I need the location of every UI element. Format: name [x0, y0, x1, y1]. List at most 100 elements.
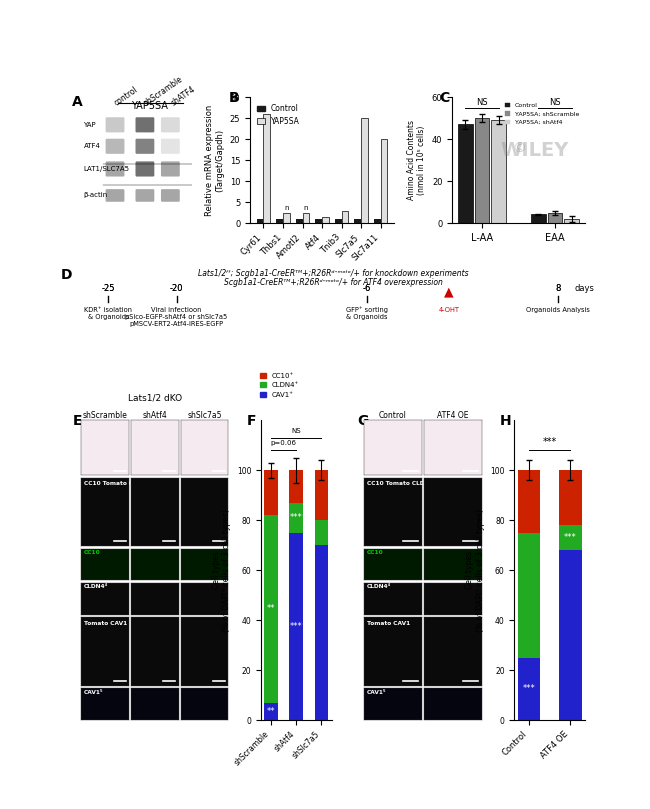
Bar	[559, 470, 582, 525]
Text: Organoids Analysis: Organoids Analysis	[526, 307, 590, 312]
Text: -25: -25	[102, 284, 115, 293]
Text: CLDN4⁴: CLDN4⁴	[84, 584, 108, 590]
Title: shScramble: shScramble	[83, 411, 127, 420]
Text: ***: ***	[523, 684, 536, 693]
Title: shAtf4: shAtf4	[142, 411, 167, 420]
Text: **: **	[267, 707, 276, 716]
Text: -20: -20	[170, 284, 183, 293]
Bar	[564, 219, 579, 223]
Bar	[289, 470, 303, 503]
Text: ©: ©	[512, 142, 525, 156]
Text: 8: 8	[555, 284, 560, 293]
Text: CC10: CC10	[367, 550, 383, 555]
Text: A: A	[72, 95, 83, 108]
Text: CC10 Tomato CLDN4: CC10 Tomato CLDN4	[84, 481, 150, 486]
Text: E: E	[72, 414, 82, 429]
Bar	[263, 114, 270, 223]
Bar	[517, 658, 540, 720]
Text: **: **	[267, 604, 276, 613]
Y-axis label: Amino Acid Contents
(nmol in 10⁵ cells): Amino Acid Contents (nmol in 10⁵ cells)	[407, 121, 426, 200]
FancyBboxPatch shape	[105, 138, 124, 154]
Text: ***: ***	[564, 533, 577, 542]
Text: Tomato CAV1: Tomato CAV1	[367, 621, 410, 625]
FancyBboxPatch shape	[161, 138, 180, 154]
Bar	[474, 118, 489, 223]
Text: CAV1⁵: CAV1⁵	[84, 689, 103, 695]
FancyBboxPatch shape	[135, 117, 154, 133]
Bar	[276, 219, 283, 223]
Text: C: C	[439, 91, 449, 105]
Text: Scgb1a1-CreERᵀᴹ+;R26Rᵈᵔᵐᵒᵗᵒ/+ for ATF4 overexpression: Scgb1a1-CreERᵀᴹ+;R26Rᵈᵔᵐᵒᵗᵒ/+ for ATF4 o…	[224, 278, 443, 287]
Bar	[315, 470, 328, 520]
Text: Viral infectioon
pSico-EGFP-shAtf4 or shSlc7a5
pMSCV-ERT2-Atf4-IRES-EGFP: Viral infectioon pSico-EGFP-shAtf4 or sh…	[125, 307, 228, 327]
Bar	[381, 139, 387, 223]
Bar	[289, 533, 303, 720]
Text: Lats1/2ᶠᶠ; Scgb1a1-CreERᵀᴹ+;R26Rᵈᵔᵐᵒᵗᵒ/+ for knockdown experiments: Lats1/2ᶠᶠ; Scgb1a1-CreERᵀᴹ+;R26Rᵈᵔᵐᵒᵗᵒ/+…	[198, 269, 469, 278]
Text: -20: -20	[170, 284, 183, 293]
Text: YAP5SA: YAP5SA	[131, 101, 168, 111]
Text: WILEY: WILEY	[500, 141, 569, 159]
Text: D: D	[61, 269, 73, 282]
FancyBboxPatch shape	[161, 189, 180, 201]
Text: Lats1/2 dKO: Lats1/2 dKO	[128, 393, 182, 403]
FancyBboxPatch shape	[135, 189, 154, 201]
Bar	[531, 214, 546, 223]
Text: CLDN4⁴: CLDN4⁴	[367, 584, 391, 590]
Text: shATF4: shATF4	[170, 84, 198, 107]
Title: shSlc7a5: shSlc7a5	[187, 411, 222, 420]
Text: GFP⁺ sorting
& Organoids: GFP⁺ sorting & Organoids	[346, 307, 388, 320]
Text: days: days	[574, 284, 594, 293]
Text: H: H	[500, 414, 512, 429]
Bar	[315, 219, 322, 223]
Text: n: n	[284, 205, 289, 210]
Text: ***: ***	[290, 514, 303, 523]
Bar	[264, 470, 278, 515]
FancyBboxPatch shape	[161, 162, 180, 176]
Y-axis label: Cell types
(% of DAPI⁺ cells of 3 cell types): Cell types (% of DAPI⁺ cells of 3 cell t…	[465, 509, 484, 632]
Text: KDR⁺ isolation
& Organoids: KDR⁺ isolation & Organoids	[84, 307, 133, 320]
FancyBboxPatch shape	[135, 162, 154, 176]
Legend: Control, YAP5SA; shScramble, YAP5SA; shAtf4: Control, YAP5SA; shScramble, YAP5SA; shA…	[502, 100, 582, 128]
Bar	[559, 550, 582, 720]
Text: ▲: ▲	[444, 285, 454, 298]
Text: -6: -6	[363, 284, 371, 293]
Text: 8: 8	[555, 284, 560, 293]
Text: control: control	[112, 84, 139, 107]
Text: ATF4: ATF4	[83, 143, 100, 150]
FancyBboxPatch shape	[105, 162, 124, 176]
Bar	[354, 219, 361, 223]
Text: NS: NS	[291, 428, 301, 434]
Bar	[374, 219, 381, 223]
Text: CC10 Tomato CLDN4: CC10 Tomato CLDN4	[367, 481, 434, 486]
Y-axis label: Cell types
(% of DAPI⁺ cells of 3 cell types): Cell types (% of DAPI⁺ cells of 3 cell t…	[212, 509, 231, 632]
FancyBboxPatch shape	[161, 117, 180, 133]
Text: n: n	[304, 205, 308, 210]
Bar	[458, 125, 473, 223]
Bar	[559, 525, 582, 550]
Text: NS: NS	[476, 99, 488, 108]
Text: -6: -6	[363, 284, 371, 293]
Text: CC10: CC10	[84, 550, 100, 555]
Text: shScramble: shScramble	[142, 74, 184, 107]
Bar	[289, 503, 303, 533]
Text: F: F	[247, 414, 256, 429]
Text: NS: NS	[549, 99, 561, 108]
Bar	[315, 520, 328, 545]
Text: ***: ***	[290, 622, 303, 631]
Text: CAV1⁵: CAV1⁵	[367, 689, 387, 695]
Bar	[548, 213, 562, 223]
Text: ***: ***	[543, 438, 557, 447]
Bar	[296, 219, 302, 223]
Bar	[322, 217, 329, 223]
Text: 4-OHT: 4-OHT	[438, 307, 460, 312]
Text: -25: -25	[102, 284, 115, 293]
FancyBboxPatch shape	[105, 189, 124, 201]
Legend: CC10⁺, CLDN4⁺, CAV1⁺: CC10⁺, CLDN4⁺, CAV1⁺	[257, 370, 301, 400]
Bar	[315, 545, 328, 720]
Bar	[283, 213, 290, 223]
Title: ATF4 OE: ATF4 OE	[437, 411, 469, 420]
Bar	[491, 121, 506, 223]
FancyBboxPatch shape	[135, 138, 154, 154]
Bar	[342, 210, 348, 223]
Bar	[264, 515, 278, 702]
